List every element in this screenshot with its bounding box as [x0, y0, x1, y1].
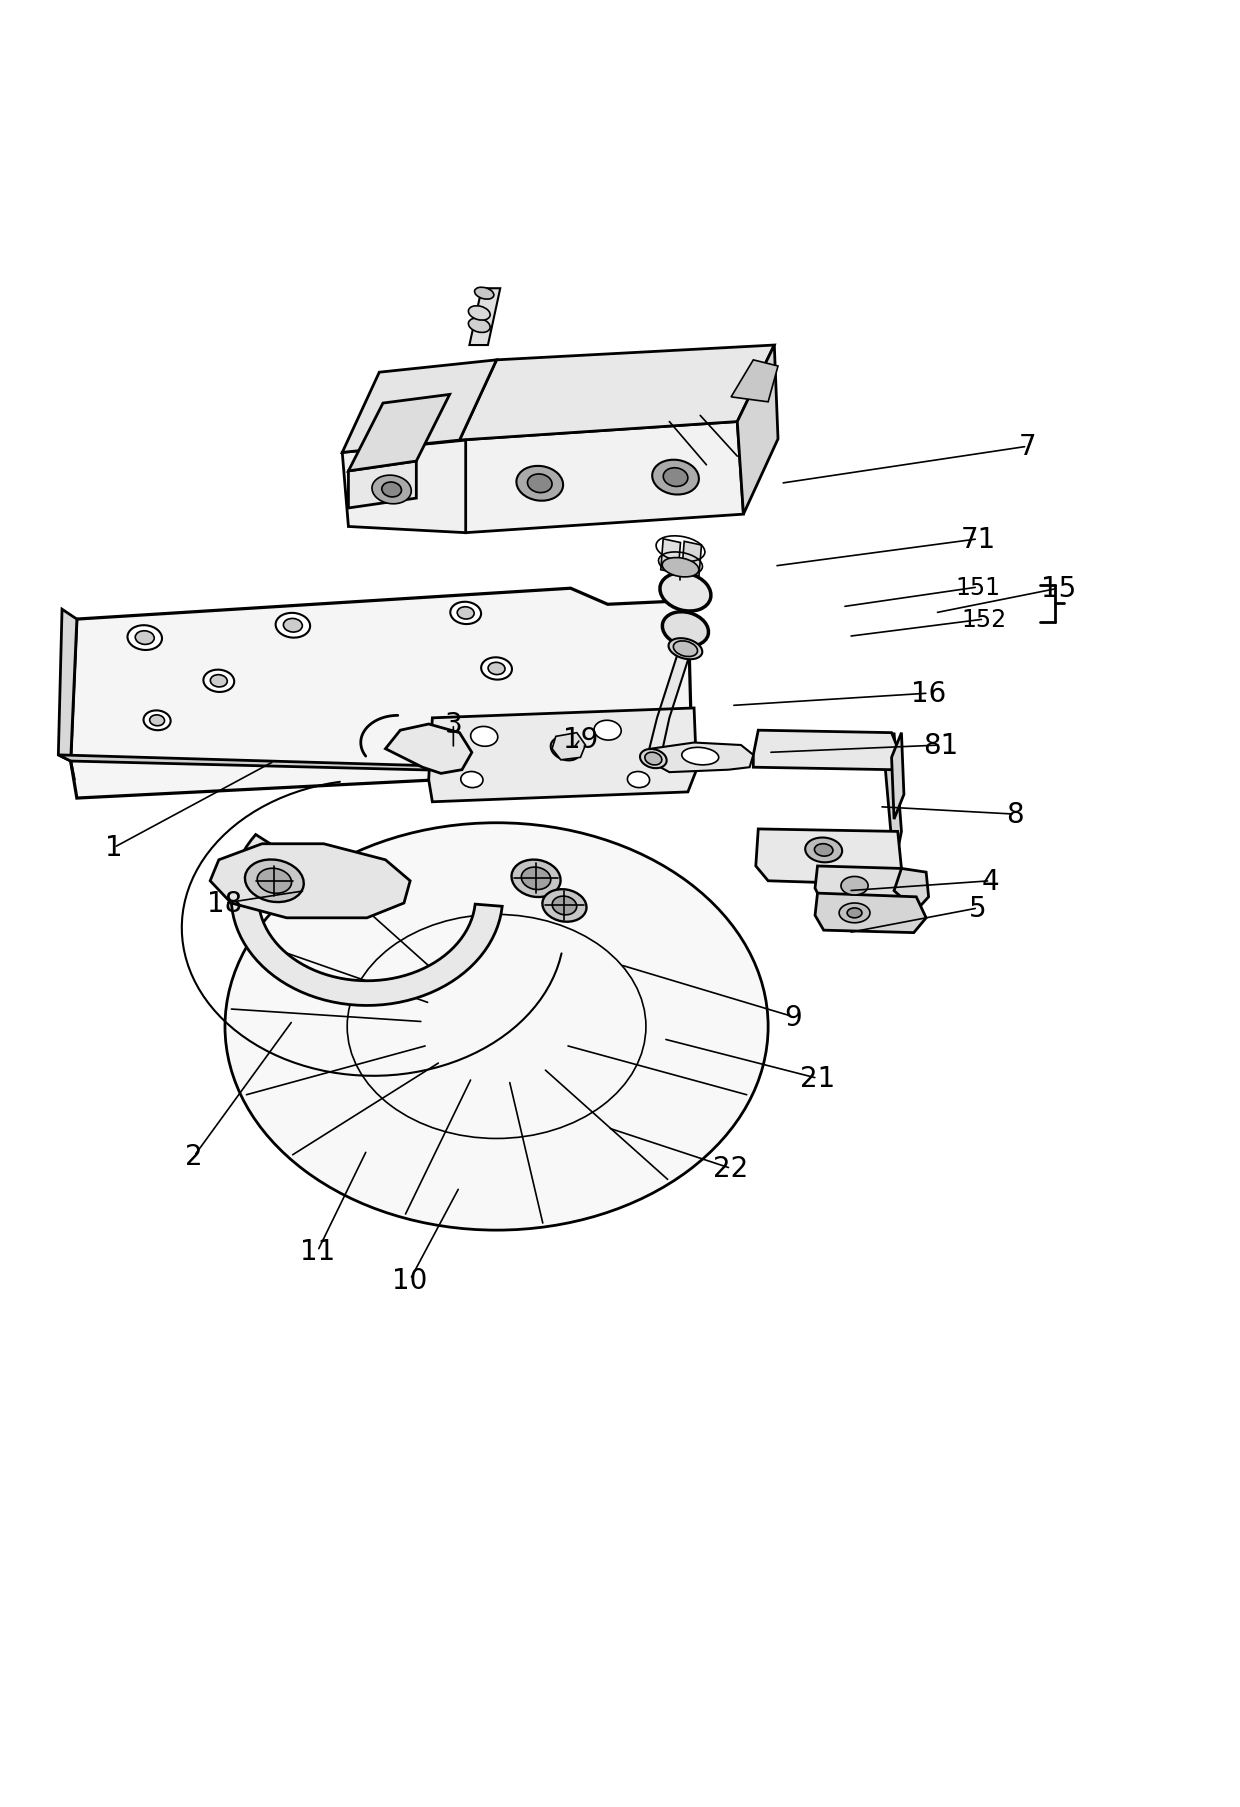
Text: 15: 15: [1040, 575, 1076, 604]
Ellipse shape: [551, 737, 580, 761]
Ellipse shape: [645, 754, 662, 766]
Polygon shape: [738, 345, 777, 515]
Polygon shape: [342, 441, 466, 533]
Polygon shape: [815, 894, 926, 932]
Ellipse shape: [284, 620, 303, 632]
Polygon shape: [885, 734, 901, 869]
Ellipse shape: [542, 889, 587, 922]
Ellipse shape: [150, 716, 165, 726]
Ellipse shape: [469, 320, 490, 332]
Text: 71: 71: [960, 526, 996, 553]
Text: 152: 152: [961, 607, 1007, 632]
Ellipse shape: [211, 676, 227, 687]
Text: 21: 21: [800, 1064, 835, 1093]
Polygon shape: [552, 734, 585, 761]
Ellipse shape: [450, 602, 481, 625]
Polygon shape: [58, 755, 564, 773]
Ellipse shape: [841, 876, 868, 896]
Ellipse shape: [224, 824, 768, 1231]
Ellipse shape: [815, 844, 833, 857]
Polygon shape: [460, 345, 774, 441]
Ellipse shape: [847, 909, 862, 918]
Ellipse shape: [552, 896, 577, 916]
Ellipse shape: [668, 640, 702, 660]
Ellipse shape: [128, 625, 162, 651]
Text: 4: 4: [982, 867, 999, 894]
Polygon shape: [470, 289, 500, 345]
Text: 1: 1: [105, 835, 123, 862]
Ellipse shape: [203, 670, 234, 692]
Ellipse shape: [516, 466, 563, 501]
Polygon shape: [894, 869, 929, 911]
Ellipse shape: [805, 838, 842, 864]
Polygon shape: [386, 725, 472, 773]
Ellipse shape: [627, 772, 650, 788]
Ellipse shape: [458, 607, 474, 620]
Ellipse shape: [839, 904, 870, 923]
Ellipse shape: [527, 475, 552, 493]
Ellipse shape: [662, 613, 708, 647]
Ellipse shape: [481, 658, 512, 679]
Ellipse shape: [372, 475, 412, 504]
Ellipse shape: [461, 772, 482, 788]
Polygon shape: [429, 708, 697, 802]
Polygon shape: [210, 844, 410, 918]
Polygon shape: [71, 589, 692, 799]
Ellipse shape: [673, 641, 698, 658]
Polygon shape: [657, 649, 692, 719]
Ellipse shape: [660, 573, 711, 613]
Text: 16: 16: [911, 679, 946, 708]
Polygon shape: [892, 734, 904, 820]
Ellipse shape: [475, 287, 494, 300]
Text: 8: 8: [1006, 801, 1024, 829]
Ellipse shape: [489, 663, 505, 676]
Text: 11: 11: [300, 1238, 335, 1265]
Text: 151: 151: [956, 576, 1001, 600]
Ellipse shape: [275, 614, 310, 638]
Polygon shape: [58, 611, 77, 761]
Ellipse shape: [382, 482, 402, 497]
Polygon shape: [754, 730, 901, 770]
Text: 5: 5: [970, 894, 987, 922]
Text: 10: 10: [392, 1267, 428, 1294]
Ellipse shape: [257, 869, 291, 894]
Ellipse shape: [521, 867, 551, 891]
Ellipse shape: [246, 860, 304, 902]
Ellipse shape: [135, 631, 154, 645]
Polygon shape: [756, 829, 901, 885]
Polygon shape: [815, 867, 904, 905]
Ellipse shape: [640, 750, 667, 768]
Ellipse shape: [558, 726, 572, 735]
Ellipse shape: [682, 748, 719, 766]
Text: 19: 19: [563, 725, 598, 754]
Ellipse shape: [663, 468, 688, 488]
Polygon shape: [732, 361, 777, 403]
Ellipse shape: [512, 860, 560, 898]
Polygon shape: [342, 361, 496, 454]
Ellipse shape: [552, 721, 577, 741]
Text: 7: 7: [1018, 434, 1037, 461]
Polygon shape: [231, 835, 502, 1006]
Ellipse shape: [471, 726, 497, 746]
Polygon shape: [682, 542, 702, 576]
Ellipse shape: [469, 307, 490, 322]
Polygon shape: [647, 719, 670, 757]
Text: 9: 9: [784, 1003, 802, 1032]
Text: 81: 81: [924, 732, 959, 759]
Ellipse shape: [594, 721, 621, 741]
Text: 3: 3: [444, 710, 463, 739]
Polygon shape: [460, 423, 744, 533]
Text: 22: 22: [713, 1155, 749, 1184]
Polygon shape: [645, 743, 754, 773]
Polygon shape: [348, 396, 450, 472]
Text: 18: 18: [207, 889, 243, 918]
Ellipse shape: [662, 558, 699, 578]
Polygon shape: [348, 463, 417, 510]
Text: 2: 2: [185, 1142, 203, 1171]
Ellipse shape: [652, 461, 699, 495]
Polygon shape: [661, 540, 681, 575]
Ellipse shape: [144, 710, 171, 730]
